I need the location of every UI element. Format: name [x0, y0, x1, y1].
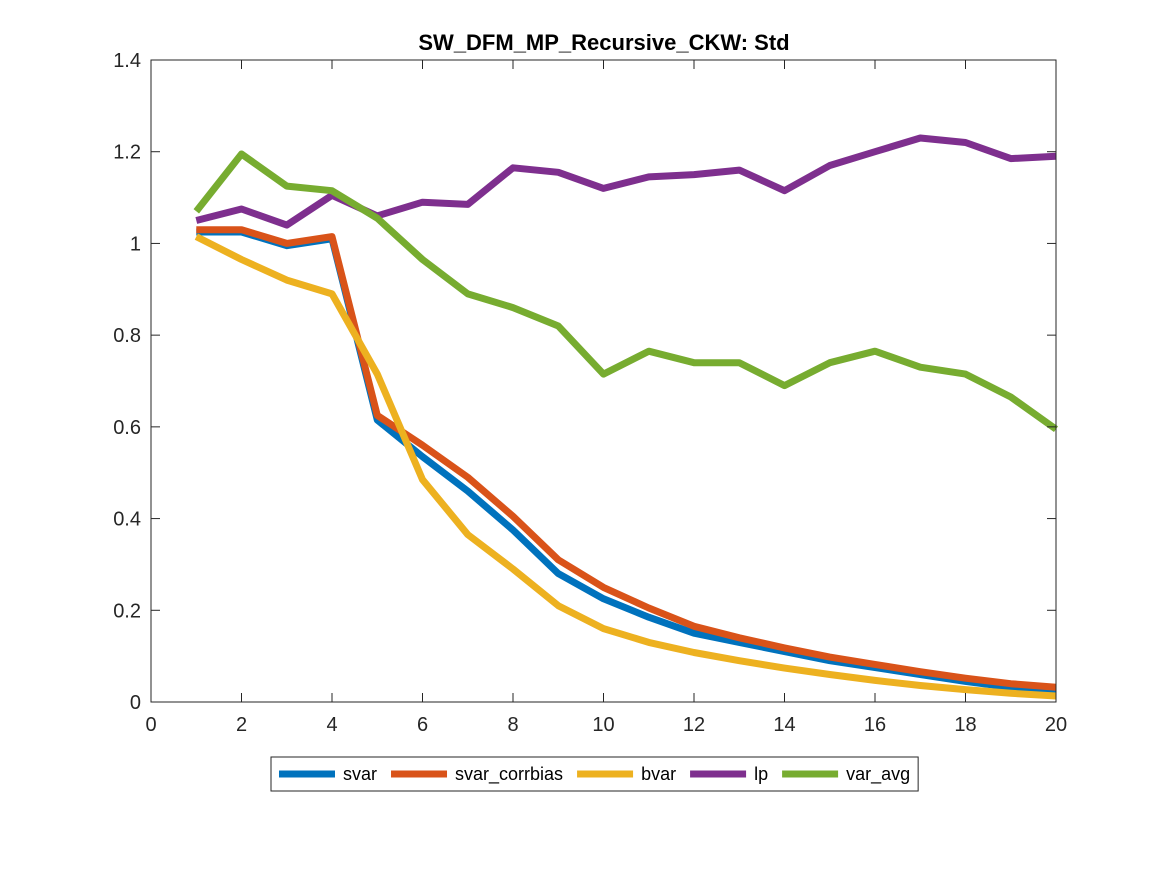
y-tick-label: 0: [130, 692, 141, 714]
legend-label-svar: svar: [343, 764, 377, 784]
x-tick-label: 0: [145, 714, 156, 736]
y-tick-label: 0.8: [113, 325, 141, 347]
legend-label-var-avg: var_avg: [846, 764, 910, 785]
x-tick-label: 14: [773, 714, 795, 736]
x-tick-label: 12: [683, 714, 705, 736]
series-line-lp: [195, 134, 1057, 229]
y-tick-label: 0.4: [113, 509, 141, 531]
legend-label-svar-corrbias: svar_corrbias: [455, 764, 563, 785]
series-line-svar-corrbias: [196, 226, 1057, 691]
plot-area-box: [150, 59, 1057, 703]
legend: svar svar_corrbias bvar lp var_avg: [270, 756, 919, 792]
x-tick-label: 8: [507, 714, 518, 736]
x-tick-label: 20: [1045, 714, 1067, 736]
x-tick-label: 4: [326, 714, 337, 736]
y-tick-label: 0.2: [113, 600, 141, 622]
legend-label-bvar: bvar: [641, 764, 676, 784]
series-line-svar: [196, 228, 1057, 694]
legend-label-lp: lp: [754, 764, 768, 784]
x-tick-label: 2: [236, 714, 247, 736]
x-tick-label: 18: [954, 714, 976, 736]
y-tick-label: 0.6: [113, 417, 141, 439]
y-tick-label: 1: [130, 233, 141, 255]
y-tick-label: 1.4: [113, 50, 141, 72]
series-line-bvar: [194, 233, 1057, 700]
chart-title: SW_DFM_MP_Recursive_CKW: Std: [418, 30, 789, 55]
series-line-var-avg: [193, 150, 1059, 433]
x-tick-label: 16: [864, 714, 886, 736]
y-tick-label: 1.2: [113, 142, 141, 164]
x-tick-label: 6: [417, 714, 428, 736]
x-tick-label: 10: [592, 714, 614, 736]
